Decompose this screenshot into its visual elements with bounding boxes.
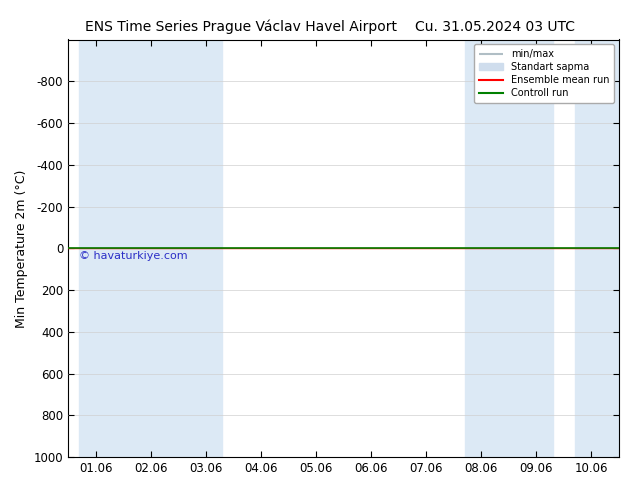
Text: © havaturkiye.com: © havaturkiye.com xyxy=(79,251,188,261)
Y-axis label: Min Temperature 2m (°C): Min Temperature 2m (°C) xyxy=(15,169,28,327)
Legend: min/max, Standart sapma, Ensemble mean run, Controll run: min/max, Standart sapma, Ensemble mean r… xyxy=(474,45,614,103)
Text: Cu. 31.05.2024 03 UTC: Cu. 31.05.2024 03 UTC xyxy=(415,20,574,34)
Bar xyxy=(465,40,553,457)
Bar xyxy=(575,40,619,457)
Text: ENS Time Series Prague Václav Havel Airport: ENS Time Series Prague Václav Havel Airp… xyxy=(85,20,397,34)
Bar xyxy=(79,40,223,457)
